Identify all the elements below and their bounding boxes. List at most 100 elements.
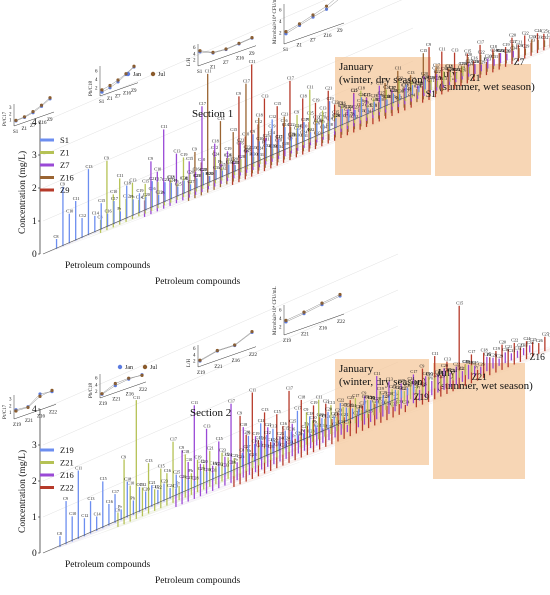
bar-label-C18: C18 xyxy=(124,180,131,185)
bar-label-C18: C18 xyxy=(212,138,219,143)
bar-label-C15: C15 xyxy=(398,378,405,383)
site-legend-label-Z16: Z16 xyxy=(60,173,74,183)
inset-line-Jan xyxy=(15,391,53,410)
y-tick-label: 0 xyxy=(32,250,37,260)
bar-label-C33: C33 xyxy=(416,80,423,85)
bar-label-C27: C27 xyxy=(426,372,433,377)
bar-label-C10: C10 xyxy=(110,189,117,194)
bar-label-C16: C16 xyxy=(288,426,295,431)
bar-label-C28: C28 xyxy=(516,43,523,48)
bar-label-C23: C23 xyxy=(396,75,403,80)
bar-label-C16: C16 xyxy=(427,75,434,80)
inset-L/H: 2 46 L/H S1 Z1 Z7 Z16 Z9 xyxy=(187,36,257,75)
bar-label-C22: C22 xyxy=(453,361,460,366)
floor-gridline xyxy=(42,173,264,255)
bar-label-C10: C10 xyxy=(344,104,351,109)
bar-label-C27: C27 xyxy=(368,395,375,400)
floor-gridline xyxy=(42,472,276,554)
bar-label-C22: C22 xyxy=(395,385,402,390)
bar-label-C34: C34 xyxy=(232,160,240,165)
bar-label-C33: C33 xyxy=(280,442,287,447)
bar-label-C25: C25 xyxy=(453,67,460,72)
bar-label-C11: C11 xyxy=(117,173,124,178)
bar-label-C19: C19 xyxy=(319,413,326,418)
bar-label-Pr: Pr xyxy=(417,385,421,390)
bar-label-Ph: Ph xyxy=(408,86,413,91)
bar-label-C26: C26 xyxy=(179,474,186,479)
bar-label-C21: C21 xyxy=(515,40,522,45)
bar-label-C32: C32 xyxy=(410,80,417,85)
bar-label-C15: C15 xyxy=(340,402,347,407)
bar-label-C13: C13 xyxy=(85,164,92,169)
inset-line-Jan xyxy=(101,66,135,93)
inset-x-tick-Z9: Z9 xyxy=(47,118,53,123)
bar-label-C15: C15 xyxy=(98,198,105,203)
site-legend-label-Z22: Z22 xyxy=(60,483,74,493)
bar-label-C11: C11 xyxy=(205,69,212,74)
bar-label-C11: C11 xyxy=(73,196,80,201)
bar-label-C27: C27 xyxy=(484,352,491,357)
bar-label-Pr: Pr xyxy=(118,504,122,509)
bar-label-C31: C31 xyxy=(450,368,457,373)
bar-label-C8: C8 xyxy=(115,507,120,512)
legend-jul-label: Jul xyxy=(150,365,157,371)
bar-label-Pr: Pr xyxy=(301,428,305,433)
bar-label-C24: C24 xyxy=(283,436,291,441)
inset-x-tick-Z16: Z16 xyxy=(126,393,135,398)
bar-label-C15: C15 xyxy=(274,101,281,106)
bar-label-C32: C32 xyxy=(263,143,270,148)
bar-label-C9: C9 xyxy=(104,156,109,161)
bar-label-C31: C31 xyxy=(268,444,275,449)
bar-label-C25: C25 xyxy=(263,133,270,138)
bar-label-C22: C22 xyxy=(511,338,518,343)
inset-x-axis xyxy=(99,381,147,399)
site-legend-label-Z19: Z19 xyxy=(60,445,74,455)
bar-label-C32: C32 xyxy=(219,165,226,170)
inset-y-tick: 2 xyxy=(279,325,282,330)
bar-label-C27: C27 xyxy=(466,58,473,63)
bar-label-C9: C9 xyxy=(236,91,241,96)
bar-label-C28: C28 xyxy=(472,59,479,64)
bar-label-C28: C28 xyxy=(384,94,391,99)
bar-label-C23: C23 xyxy=(343,402,350,407)
inset-x-tick-Z22: Z22 xyxy=(49,410,58,415)
bar-label-C19: C19 xyxy=(503,42,510,47)
legend-jul-marker xyxy=(150,71,156,77)
bar-label-C12: C12 xyxy=(322,413,329,418)
inset-line-Jul xyxy=(285,294,341,321)
bar-label-C29: C29 xyxy=(200,167,207,172)
bar-label-C25: C25 xyxy=(541,29,548,34)
bar-label-C23: C23 xyxy=(517,342,524,347)
bar-label-Pr: Pr xyxy=(483,57,487,62)
inset-x-tick-Z1: Z1 xyxy=(107,97,113,102)
bar-label-C22: C22 xyxy=(244,144,251,149)
legend-jul-label: Jul xyxy=(158,72,165,78)
bar-label-C13: C13 xyxy=(320,105,327,110)
bar-label-C24: C24 xyxy=(350,403,358,408)
bar-label-C14: C14 xyxy=(268,437,276,442)
inset-x-tick-Z21: Z21 xyxy=(301,333,310,338)
y-tick-label: 1 xyxy=(32,217,37,227)
inset-y-title: Ph/C18 xyxy=(89,80,94,96)
bar-label-C21: C21 xyxy=(323,398,330,403)
bar-label-Pr: Pr xyxy=(234,457,238,462)
inset-x-tick-Z19: Z19 xyxy=(99,402,108,407)
bar-label-C22: C22 xyxy=(332,99,339,104)
bar-label-C22: C22 xyxy=(329,414,336,419)
inset-x-tick-Z1: Z1 xyxy=(297,43,303,48)
inset-y-tick: 4 xyxy=(95,78,98,83)
bar-label-C18: C18 xyxy=(423,371,430,376)
bar-label-C31: C31 xyxy=(213,165,220,170)
bar-label-C8: C8 xyxy=(142,195,147,200)
bar-label-C26: C26 xyxy=(362,394,369,399)
bar-label-C19: C19 xyxy=(195,455,202,460)
bar-label-C32: C32 xyxy=(274,441,281,446)
bar-label-C12: C12 xyxy=(255,435,262,440)
bar-label-C10: C10 xyxy=(127,480,134,485)
inset-x-tick-Z16: Z16 xyxy=(37,415,46,420)
inset-x-tick-S1: S1 xyxy=(283,48,289,53)
bar-label-C15: C15 xyxy=(186,156,193,161)
site-band xyxy=(101,367,488,533)
inset-line-Jan xyxy=(285,295,341,323)
